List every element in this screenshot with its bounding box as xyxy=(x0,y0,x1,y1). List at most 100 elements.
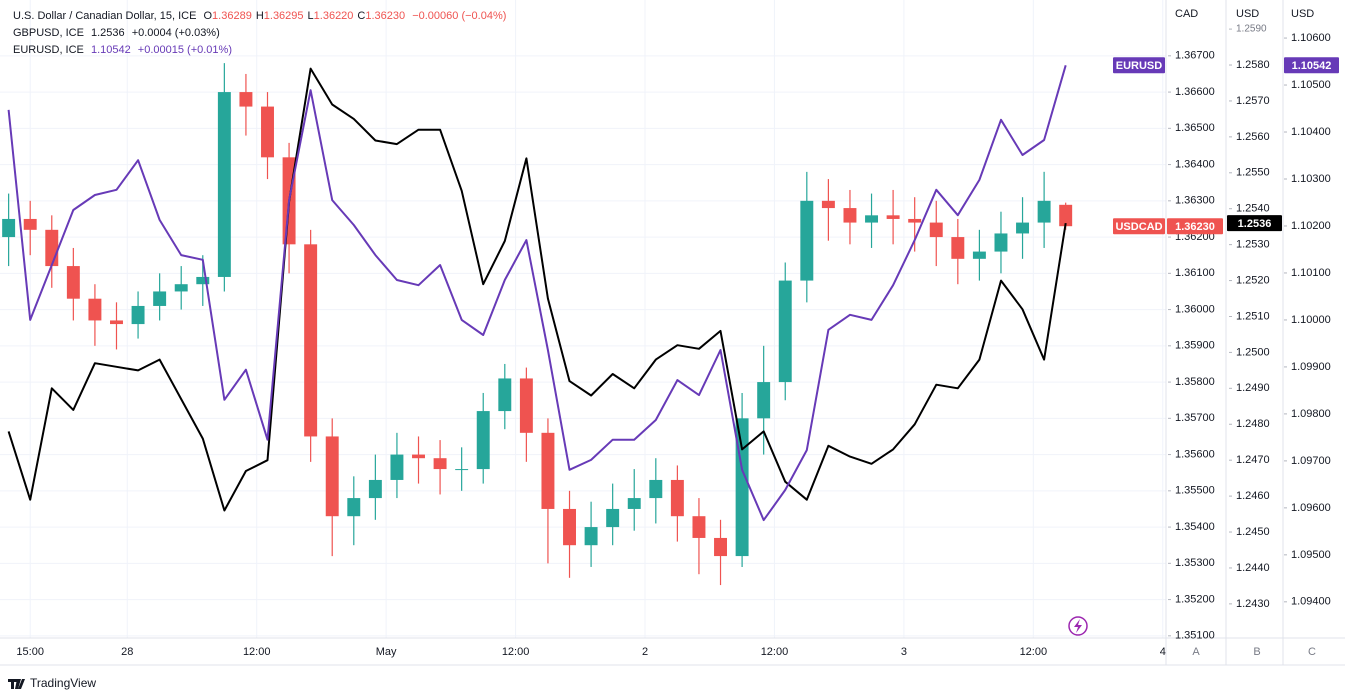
y-tick-label: 1.2490 xyxy=(1236,382,1270,394)
candle-body xyxy=(843,208,857,223)
y-tick-label: 1.09600 xyxy=(1291,502,1331,514)
y-tick-label: 1.2530 xyxy=(1236,239,1270,251)
x-tick-label: 15:00 xyxy=(16,646,44,658)
icon-circle[interactable] xyxy=(1068,616,1088,636)
candle-body xyxy=(239,92,253,107)
axes: 15:00 28 12:00 May 12:00 2 12:00 3 12:00 4 CAD A 1.3… xyxy=(16,8,1339,658)
brand-logo[interactable]: TradingView xyxy=(8,676,96,690)
candle-body xyxy=(2,218,16,238)
y-tick-label: 1.09900 xyxy=(1291,361,1331,373)
axis-title: CAD xyxy=(1175,8,1198,20)
candle-body xyxy=(498,378,512,412)
series-last: 1.2536 xyxy=(90,27,125,39)
series-last: 1.10542 xyxy=(90,44,131,56)
logo-mark[interactable] xyxy=(8,679,25,689)
x-tick-label: 12:00 xyxy=(761,646,789,658)
candle-body xyxy=(606,508,620,528)
y-tick-label: 1.10200 xyxy=(1291,220,1331,232)
ohlc: O1.36289 H1.36295 L1.36220 C1.36230 xyxy=(199,10,405,22)
y-tick-label: 1.36700 xyxy=(1175,50,1215,62)
candle-body xyxy=(670,479,684,517)
y-tick-label: 1.2470 xyxy=(1236,454,1270,466)
y-tick-label: 1.35800 xyxy=(1175,376,1215,388)
candle-body xyxy=(994,233,1008,252)
y-tick-label: 1.2520 xyxy=(1236,274,1270,286)
y-tick-label: 1.2590 xyxy=(1236,24,1267,35)
candle-body xyxy=(627,498,641,509)
candle-body xyxy=(692,516,706,538)
x-tick-label: 12:00 xyxy=(502,646,530,658)
candle-body xyxy=(951,237,965,259)
axis-letter: A xyxy=(1192,646,1200,658)
candle-body xyxy=(476,411,490,470)
candle-body xyxy=(412,454,425,459)
icon-bolt[interactable] xyxy=(1074,619,1082,633)
y-tick-label: 1.09400 xyxy=(1291,596,1331,608)
y-tick-label: 1.35200 xyxy=(1175,593,1215,605)
y-tick-label: 1.2540 xyxy=(1236,203,1270,215)
candle-body xyxy=(433,458,447,470)
candle-body xyxy=(563,508,576,546)
series-line xyxy=(7,67,1067,512)
y-tick-label: 1.36400 xyxy=(1175,158,1215,170)
y-tick-label: 1.36600 xyxy=(1175,86,1215,98)
price-tag-bg xyxy=(1227,215,1282,232)
grid xyxy=(0,0,1166,638)
candle-body xyxy=(368,479,382,499)
x-tick-label: 2 xyxy=(642,646,648,658)
candle-body xyxy=(908,218,922,223)
candle-body xyxy=(110,320,123,325)
candle-body xyxy=(347,498,361,517)
candle-body xyxy=(196,276,210,285)
y-tick-label: 1.35100 xyxy=(1175,630,1215,642)
y-tick-label: 1.10500 xyxy=(1291,79,1331,91)
legend-row: U.S. Dollar / Canadian Dollar, 15, ICE O… xyxy=(13,8,506,25)
y-tick-label: 1.2500 xyxy=(1236,346,1270,358)
axis-title: USD xyxy=(1236,8,1259,20)
legend-row: EURUSD, ICE 1.10542 +0.00015 (+0.01%) xyxy=(13,42,506,59)
y-tick-label: 1.10400 xyxy=(1291,126,1331,138)
candle-body xyxy=(541,432,555,509)
series-change: +0.00015 (+0.01%) xyxy=(137,44,232,56)
y-tick-label: 1.10000 xyxy=(1291,314,1331,326)
price-tag: 1.36230 xyxy=(1175,221,1215,233)
price-tag: 1.10542 xyxy=(1292,60,1332,72)
y-tick-label: 1.2580 xyxy=(1236,59,1270,71)
x-tick-label: 28 xyxy=(121,646,133,658)
y-tick-label: 1.35400 xyxy=(1175,521,1215,533)
y-tick-label: 1.10100 xyxy=(1291,267,1331,279)
candle-body xyxy=(23,218,37,230)
ohlc-value: 1.36220 xyxy=(313,10,354,22)
price-tag-bg xyxy=(1284,57,1339,74)
candle-body xyxy=(174,284,188,292)
candle-body xyxy=(131,305,145,325)
y-tick-label: 1.36100 xyxy=(1175,267,1215,279)
y-tick-label: 1.35600 xyxy=(1175,448,1215,460)
y-tick-label: 1.2570 xyxy=(1236,95,1270,107)
y-tick-label: 1.09800 xyxy=(1291,408,1331,420)
y-tick-label: 1.36000 xyxy=(1175,303,1215,315)
ohlc-value: 1.36295 xyxy=(263,10,304,22)
x-tick-label: 4 xyxy=(1160,646,1166,658)
y-tick-label: 1.2460 xyxy=(1236,490,1270,502)
y-tick-label: 1.09500 xyxy=(1291,549,1331,561)
ohlc-value: 1.36230 xyxy=(365,10,406,22)
symbol-tag: EURUSD xyxy=(1116,60,1163,72)
candle-body xyxy=(519,378,533,433)
candle-body xyxy=(972,251,986,259)
candle-body xyxy=(865,215,879,223)
brand-name[interactable]: TradingView xyxy=(30,676,96,690)
series-line xyxy=(7,65,1067,522)
replay-icon[interactable] xyxy=(1068,616,1088,636)
symbol-tag-bg xyxy=(1113,57,1165,74)
candle-body xyxy=(735,418,749,557)
candle-body xyxy=(821,200,835,209)
legend-row: GBPUSD, ICE 1.2536 +0.0004 (+0.03%) xyxy=(13,25,506,42)
candle-body xyxy=(649,479,663,499)
candle-body xyxy=(757,382,771,419)
legend: U.S. Dollar / Canadian Dollar, 15, ICE O… xyxy=(13,8,506,59)
series-name: GBPUSD, ICE xyxy=(13,27,84,39)
candle-body xyxy=(1059,204,1073,227)
